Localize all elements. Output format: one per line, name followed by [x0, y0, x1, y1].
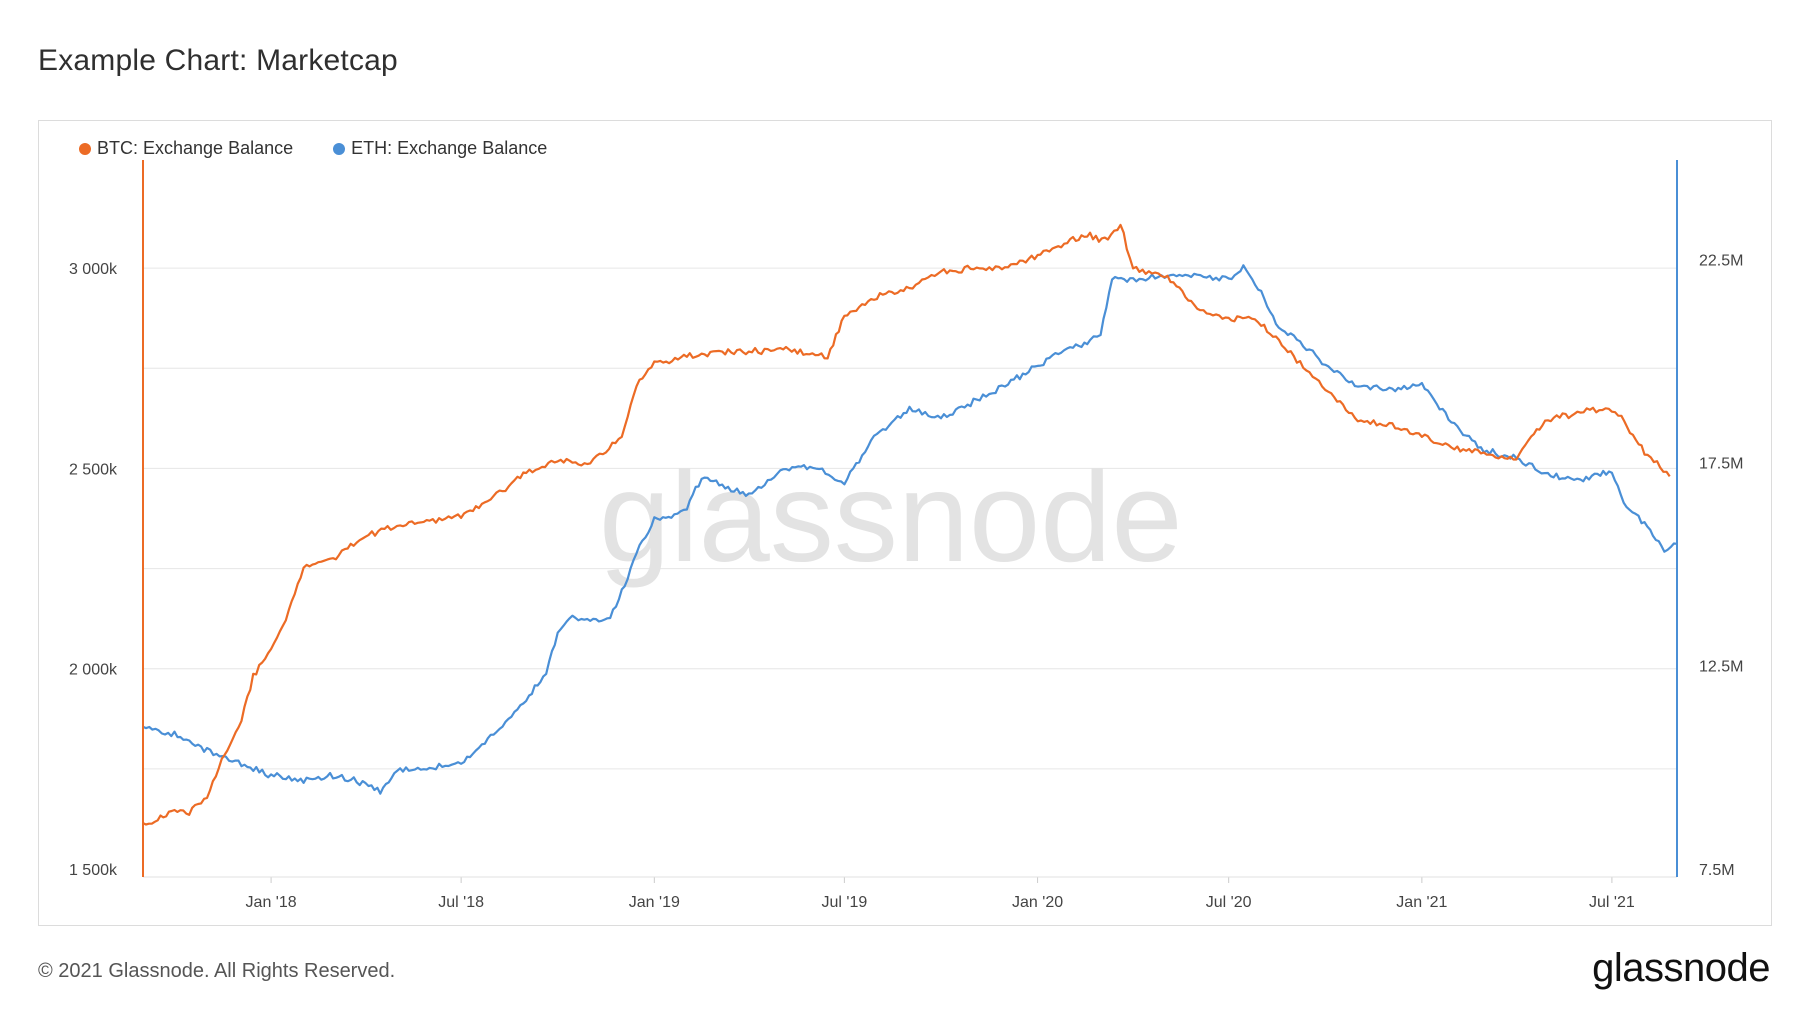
x-tick-label: Jan '21: [1396, 894, 1447, 911]
watermark-text: glassnode: [599, 446, 1183, 589]
axis-layer: 1 500k 2 000k 2 500k 3 000k 7.5M 12.5M 17.5M 22…: [69, 160, 1743, 911]
footer-logo: glassnode: [1592, 946, 1770, 990]
x-tick-label: Jul '21: [1589, 894, 1635, 911]
series-line-btc: [142, 223, 1671, 826]
grid-layer: [143, 267, 1677, 770]
y-left-tick-label: 2 000k: [69, 662, 118, 679]
y-right-tick-label: 17.5M: [1699, 456, 1743, 473]
x-tick-label: Jan '18: [246, 894, 297, 911]
x-tick-label: Jul '20: [1206, 894, 1252, 911]
legend-label-eth: ETH: Exchange Balance: [351, 138, 548, 158]
legend-item-btc[interactable]: BTC: Exchange Balance: [79, 138, 293, 159]
series-line-eth: [142, 264, 1678, 795]
legend-dot-eth: [333, 142, 346, 155]
legend-dot-btc: [79, 142, 91, 155]
y-left-tick-label: 1 500k: [69, 862, 118, 879]
chart-frame: glassnode 1 500k 2 000k 2 500k 3 000k 7.5M 12…: [38, 120, 1772, 926]
legend-label-btc: BTC: Exchange Balance: [97, 138, 294, 158]
legend: BTC: Exchange Balance ETH: Exchange Bala…: [79, 138, 547, 159]
x-tick-label: Jul '18: [438, 894, 484, 911]
x-tick-label: Jul '19: [822, 894, 868, 911]
page-title: Example Chart: Marketcap: [38, 44, 398, 77]
y-right-tick-label: 12.5M: [1699, 659, 1743, 676]
legend-item-eth[interactable]: ETH: Exchange Balance: [333, 138, 547, 159]
y-right-tick-label: 22.5M: [1699, 252, 1743, 269]
y-right-tick-label: 7.5M: [1699, 862, 1735, 879]
x-tick-label: Jan '20: [1012, 894, 1063, 911]
series-layer: [142, 223, 1678, 826]
x-tick-label: Jan '19: [629, 894, 680, 911]
chart-svg: glassnode 1 500k 2 000k 2 500k 3 000k 7.5M 12…: [69, 160, 1743, 911]
y-left-tick-label: 3 000k: [69, 261, 118, 278]
y-left-tick-label: 2 500k: [69, 461, 118, 478]
footer-copyright: © 2021 Glassnode. All Rights Reserved.: [38, 960, 396, 982]
